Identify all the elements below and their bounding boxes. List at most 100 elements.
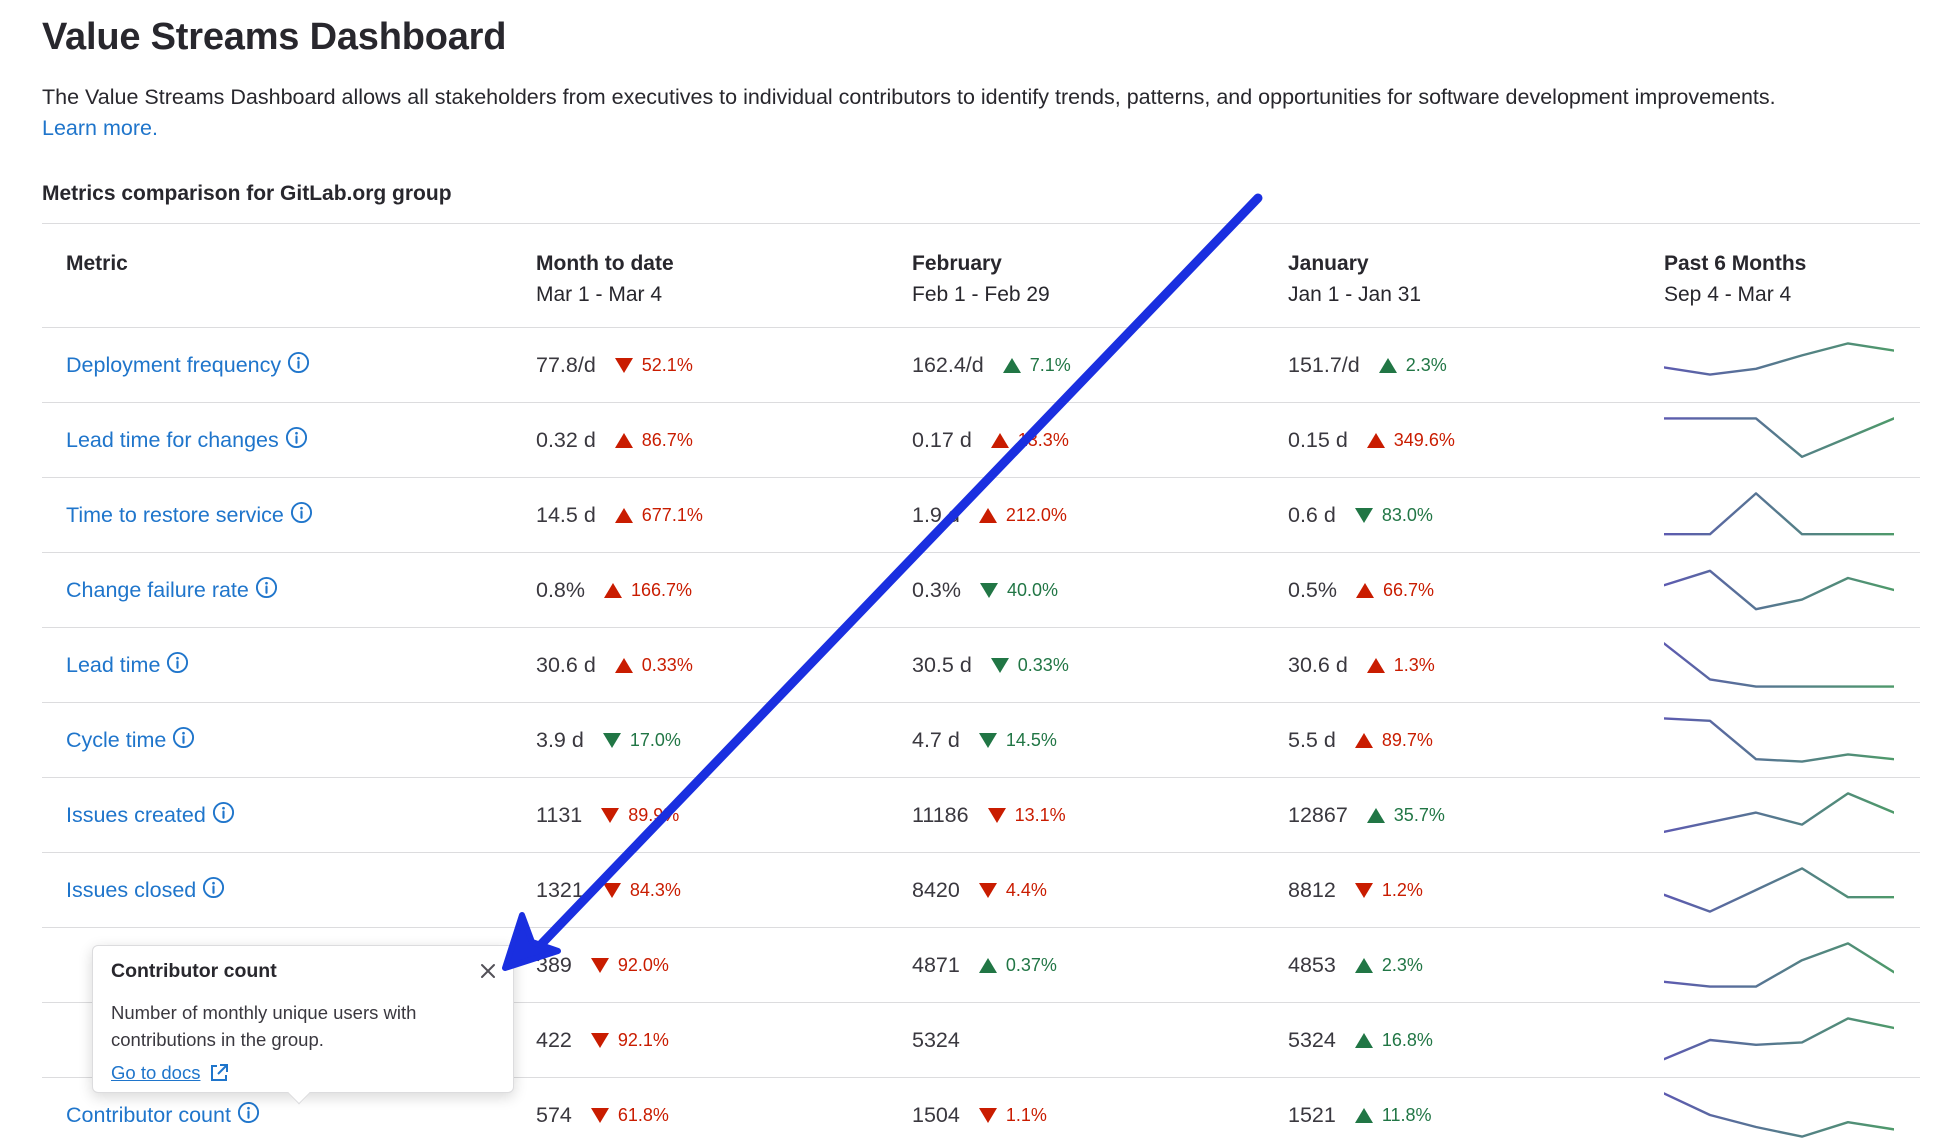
metric-link[interactable]: Cycle time xyxy=(66,726,195,755)
table-row: Deployment frequency 77.8/d 52.1% 162.4/d 7.… xyxy=(42,328,1920,403)
arrow-down-icon xyxy=(990,657,1018,674)
january-cell: 151.7/d 2.3% xyxy=(1288,328,1447,402)
sparkline[interactable] xyxy=(1664,412,1894,468)
february-cell: 4.7 d 14.5% xyxy=(912,703,1057,777)
arrow-down-icon xyxy=(602,882,630,899)
trend-indicator: 1.3% xyxy=(1366,655,1435,676)
metric-link[interactable]: Issues closed xyxy=(66,876,225,905)
trend-percent: 0.33% xyxy=(641,654,693,675)
metric-link[interactable]: Issues created xyxy=(66,801,235,830)
info-icon[interactable] xyxy=(284,501,313,530)
metric-link[interactable]: Time to restore service xyxy=(66,501,313,530)
section-title: Metrics comparison for GitLab.org group xyxy=(42,182,452,205)
trend-indicator: 35.7% xyxy=(1366,805,1445,826)
metric-value: 1521 xyxy=(1288,1102,1336,1127)
metric-cell: Cycle time xyxy=(66,703,195,777)
metric-cell: Issues closed xyxy=(66,853,225,927)
arrow-up-icon xyxy=(1378,357,1406,374)
info-icon[interactable] xyxy=(206,801,235,830)
sparkline-cell xyxy=(1664,403,1894,477)
description-text: The Value Streams Dashboard allows all s… xyxy=(42,85,1776,109)
sparkline[interactable] xyxy=(1664,937,1894,993)
metric-value: 574 xyxy=(536,1102,572,1127)
january-cell: 0.5% 66.7% xyxy=(1288,553,1434,627)
learn-more-link[interactable]: Learn more. xyxy=(42,116,158,140)
arrow-down-icon xyxy=(978,882,1006,899)
trend-indicator: 13.3% xyxy=(990,430,1069,451)
info-icon[interactable] xyxy=(281,351,310,380)
arrow-up-icon xyxy=(1354,1107,1382,1124)
metric-value: 1.9 d xyxy=(912,502,960,527)
trend-indicator: 16.8% xyxy=(1354,1030,1433,1051)
metric-cell: Lead time xyxy=(66,628,189,702)
trend-percent: 16.8% xyxy=(1381,1029,1433,1050)
info-icon[interactable] xyxy=(160,651,189,680)
info-icon[interactable] xyxy=(166,726,195,755)
trend-indicator: 11.8% xyxy=(1354,1105,1432,1126)
sparkline-cell xyxy=(1664,553,1894,627)
metric-name: Cycle time xyxy=(66,727,167,752)
trend-percent: 35.7% xyxy=(1393,804,1445,825)
trend-indicator: 212.0% xyxy=(978,505,1067,526)
info-icon[interactable] xyxy=(196,876,225,905)
metric-value: 389 xyxy=(536,952,572,977)
sparkline-cell xyxy=(1664,703,1894,777)
metric-value: 30.6 d xyxy=(1288,652,1348,677)
info-icon[interactable] xyxy=(249,576,278,605)
sparkline[interactable] xyxy=(1664,487,1894,543)
metric-value: 0.6 d xyxy=(1288,502,1336,527)
january-cell: 8812 1.2% xyxy=(1288,853,1423,927)
metric-value: 5.5 d xyxy=(1288,727,1336,752)
trend-percent: 7.1% xyxy=(1029,354,1071,375)
header-january: January Jan 1 - Jan 31 xyxy=(1288,252,1422,306)
sparkline[interactable] xyxy=(1664,637,1894,693)
table-row: Time to restore service 14.5 d 677.1% 1.9 d… xyxy=(42,478,1920,553)
arrow-down-icon xyxy=(590,957,618,974)
sparkline[interactable] xyxy=(1664,1012,1894,1068)
metric-value: 14.5 d xyxy=(536,502,596,527)
metric-value: 5324 xyxy=(912,1027,960,1052)
trend-percent: 17.0% xyxy=(629,729,681,750)
arrow-up-icon xyxy=(1355,582,1383,599)
metric-link[interactable]: Lead time xyxy=(66,651,189,680)
arrow-down-icon xyxy=(590,1107,618,1124)
trend-percent: 1.1% xyxy=(1005,1104,1047,1125)
sparkline-cell xyxy=(1664,1078,1894,1144)
trend-indicator: 0.37% xyxy=(978,955,1057,976)
arrow-up-icon xyxy=(603,582,631,599)
metric-link[interactable]: Change failure rate xyxy=(66,576,278,605)
trend-percent: 0.37% xyxy=(1005,954,1057,975)
arrow-up-icon xyxy=(1002,357,1030,374)
trend-percent: 1.2% xyxy=(1381,879,1423,900)
sparkline[interactable] xyxy=(1664,1087,1894,1143)
metric-link[interactable]: Lead time for changes xyxy=(66,426,308,455)
table-header: Metric Month to date Mar 1 - Mar 4 Febru… xyxy=(42,224,1920,328)
month-to-date-cell: 77.8/d 52.1% xyxy=(536,328,693,402)
metric-value: 1131 xyxy=(536,802,583,827)
sparkline[interactable] xyxy=(1664,712,1894,768)
header-month-to-date: Month to date Mar 1 - Mar 4 xyxy=(536,252,674,306)
trend-indicator: 89.9% xyxy=(600,805,679,826)
sparkline[interactable] xyxy=(1664,787,1894,843)
trend-indicator: 1.1% xyxy=(978,1105,1047,1126)
sparkline[interactable] xyxy=(1664,862,1894,918)
trend-indicator: 17.0% xyxy=(602,730,681,751)
metric-cell: Deployment frequency xyxy=(66,328,310,402)
arrow-down-icon xyxy=(600,807,628,824)
metric-value: 0.3% xyxy=(912,577,962,602)
metric-link[interactable]: Contributor count xyxy=(66,1101,260,1130)
close-icon[interactable] xyxy=(477,960,499,982)
sparkline[interactable] xyxy=(1664,337,1894,393)
sparkline[interactable] xyxy=(1664,562,1894,618)
sparkline-cell xyxy=(1664,853,1894,927)
arrow-down-icon xyxy=(987,807,1015,824)
go-to-docs-link[interactable]: Go to docs xyxy=(111,1062,230,1084)
metric-link[interactable]: Deployment frequency xyxy=(66,351,310,380)
trend-indicator: 86.7% xyxy=(614,430,693,451)
info-icon[interactable] xyxy=(279,426,308,455)
trend-percent: 40.0% xyxy=(1007,579,1059,600)
trend-percent: 4.4% xyxy=(1005,879,1047,900)
info-icon[interactable] xyxy=(231,1101,260,1130)
metric-value: 11186 xyxy=(912,802,969,827)
trend-percent: 1.3% xyxy=(1393,654,1435,675)
